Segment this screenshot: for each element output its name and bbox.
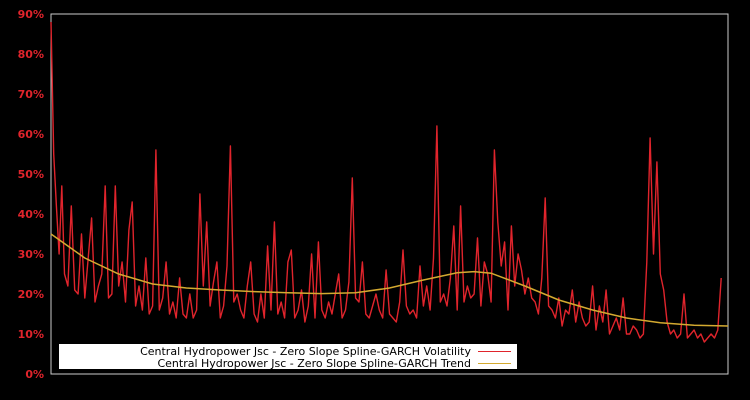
- legend-box: [59, 344, 517, 369]
- y-tick-label: 60%: [18, 128, 44, 141]
- volatility-series-line: [50, 21, 722, 343]
- y-tick-label: 0%: [25, 368, 44, 381]
- y-tick-label: 80%: [18, 48, 44, 61]
- legend: Central Hydropower Jsc - Zero Slope Spli…: [59, 344, 517, 370]
- y-tick-label: 20%: [18, 288, 44, 301]
- y-tick-label: 30%: [18, 248, 44, 261]
- legend-label-volatility: Central Hydropower Jsc - Zero Slope Spli…: [140, 345, 471, 358]
- trend-series-line: [50, 233, 729, 327]
- plot-frame: [50, 13, 729, 375]
- legend-label-trend: Central Hydropower Jsc - Zero Slope Spli…: [157, 357, 471, 370]
- y-axis-ticks: 0% 10% 20% 30% 40% 50% 60% 70% 80% 90%: [18, 8, 44, 381]
- y-tick-label: 70%: [18, 88, 44, 101]
- y-tick-label: 40%: [18, 208, 44, 221]
- y-tick-label: 50%: [18, 168, 44, 181]
- y-tick-label: 10%: [18, 328, 44, 341]
- y-tick-label: 90%: [18, 8, 44, 21]
